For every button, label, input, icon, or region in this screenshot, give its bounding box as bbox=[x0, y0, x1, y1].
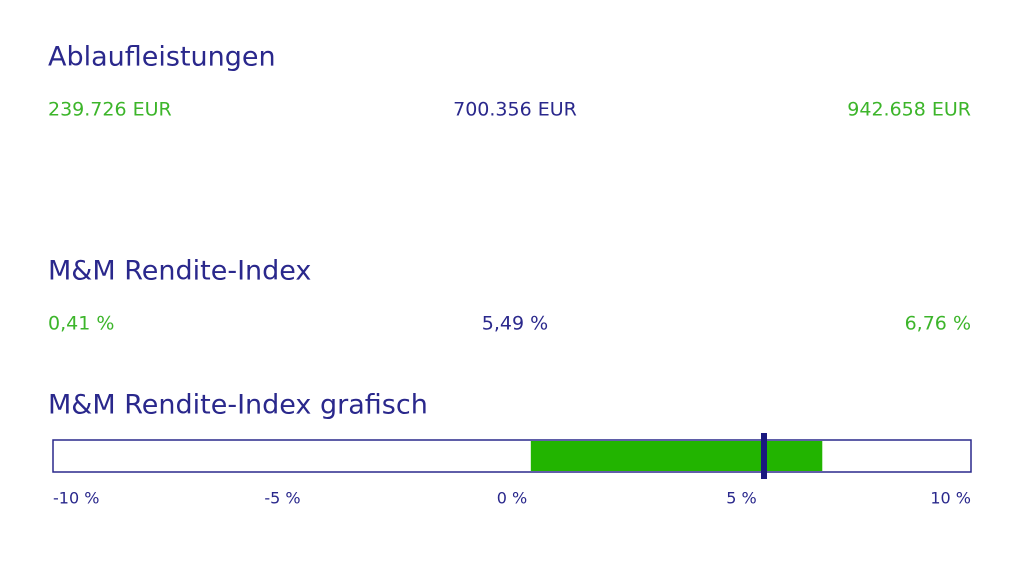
x-tick-label: -10 % bbox=[53, 489, 99, 508]
value-low: 239.726 EUR bbox=[48, 99, 172, 121]
section-title: M&M Rendite-Index bbox=[48, 256, 311, 287]
section-title: M&M Rendite-Index grafisch bbox=[48, 390, 428, 421]
scale-frame bbox=[52, 439, 972, 473]
value-high: 942.658 EUR bbox=[847, 99, 971, 121]
value-mid: 700.356 EUR bbox=[453, 99, 577, 121]
value-high: 6,76 % bbox=[905, 313, 971, 335]
section-title: Ablaufleistungen bbox=[48, 42, 276, 73]
x-tick-label: -5 % bbox=[264, 489, 300, 508]
range-bar bbox=[530, 441, 823, 471]
x-tick-label: 10 % bbox=[930, 489, 971, 508]
value-low: 0,41 % bbox=[48, 313, 114, 335]
x-tick-label: 0 % bbox=[497, 489, 527, 508]
marker bbox=[760, 433, 767, 479]
value-mid: 5,49 % bbox=[482, 313, 548, 335]
x-tick-label: 5 % bbox=[726, 489, 756, 508]
